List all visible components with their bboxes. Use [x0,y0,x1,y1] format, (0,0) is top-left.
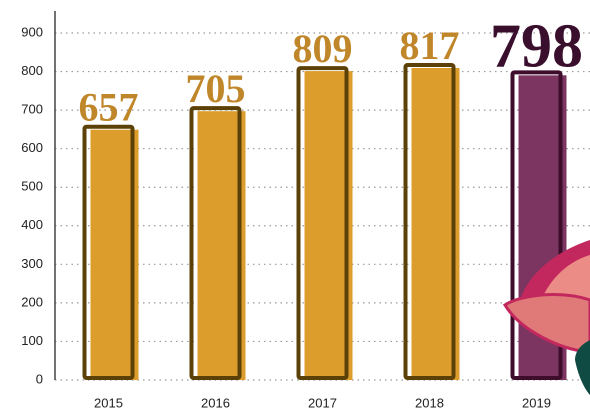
x-tick-label: 2019 [522,395,551,410]
y-tick-label: 100 [21,333,43,348]
x-tick-label: 2017 [308,395,337,410]
value-label: 705 [186,66,246,111]
bar-outline [296,66,349,381]
y-tick-label: 700 [21,102,43,117]
y-tick-label: 200 [21,294,43,309]
y-tick-label: 0 [36,371,43,386]
value-label: 657 [79,85,139,130]
y-tick-label: 900 [21,24,43,39]
y-tick-label: 300 [21,256,43,271]
value-label: 798 [490,12,583,80]
x-tick-label: 2018 [415,395,444,410]
y-tick-label: 500 [21,179,43,194]
flower-decoration [502,240,590,395]
bar-outline [403,63,456,381]
value-label: 809 [293,26,353,71]
y-tick-label: 800 [21,63,43,78]
bar-outline [510,70,563,381]
x-tick-label: 2015 [94,395,123,410]
y-tick-label: 400 [21,217,43,232]
value-label: 817 [400,23,460,68]
bar-outline [189,106,242,381]
y-tick-label: 600 [21,140,43,155]
x-tick-label: 2016 [201,395,230,410]
bar-outline [82,124,135,380]
